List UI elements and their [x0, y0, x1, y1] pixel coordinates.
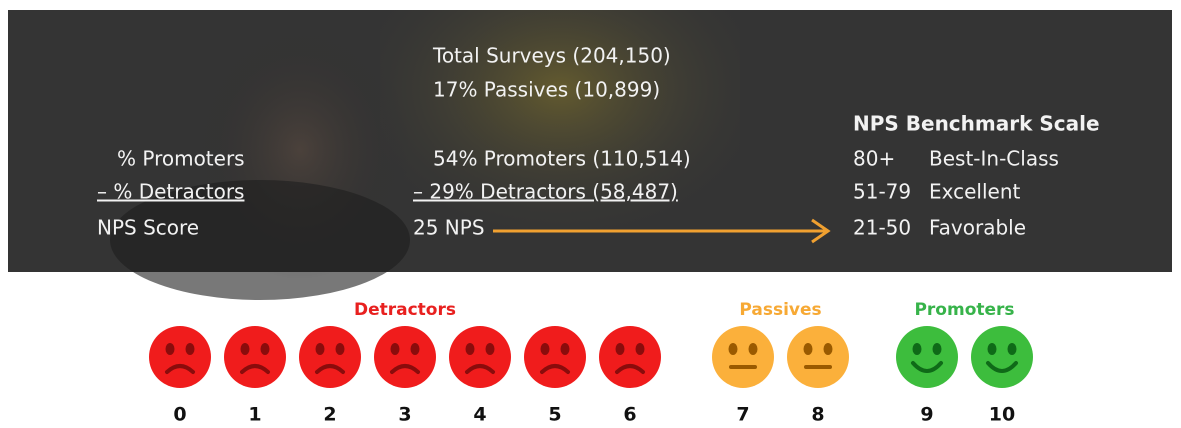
eye — [315, 343, 325, 355]
benchmark-label: Excellent — [929, 180, 1021, 204]
benchmark-rows: 80+ Best-In-Class 51-79 Excellent 21-50 Favor… — [853, 147, 1059, 240]
face — [449, 326, 511, 388]
face-icon — [896, 326, 958, 388]
benchmark-title: NPS Benchmark Scale — [853, 112, 1100, 136]
eye — [803, 343, 813, 355]
score-label: 5 — [548, 404, 561, 426]
face-icon — [224, 326, 286, 388]
mouth — [390, 364, 420, 374]
background-glow — [380, 10, 740, 272]
mouth — [615, 364, 645, 374]
eye — [615, 343, 625, 355]
eye — [823, 343, 833, 355]
benchmark-range: 80+ — [853, 147, 895, 171]
score-label: 2 — [323, 404, 336, 426]
nps-summary: 25 NPS — [413, 216, 485, 240]
face — [712, 326, 774, 388]
eye — [485, 343, 495, 355]
face-icon — [149, 326, 211, 388]
score-label: 1 — [248, 404, 261, 426]
arrow-head — [811, 218, 831, 244]
passives-summary: 17% Passives (10,899) — [433, 78, 660, 102]
face — [971, 326, 1033, 388]
face — [224, 326, 286, 388]
formula-line: – % Detractors — [97, 180, 244, 204]
formula-line: % Promoters — [117, 147, 245, 171]
face-icon — [712, 326, 774, 388]
score-label: 10 — [989, 404, 1015, 426]
promoters-summary: 54% Promoters (110,514) — [433, 147, 691, 171]
group-label: Passives — [739, 300, 821, 320]
face-icon — [449, 326, 511, 388]
eye — [932, 343, 942, 355]
face-icon — [787, 326, 849, 388]
score-label: 6 — [623, 404, 636, 426]
face — [299, 326, 361, 388]
face-icon — [599, 326, 661, 388]
benchmark-label: Favorable — [929, 216, 1026, 240]
benchmark-range: 51-79 — [853, 180, 911, 204]
score-label: 4 — [473, 404, 486, 426]
mouth — [986, 361, 1018, 373]
face — [599, 326, 661, 388]
face-icon — [299, 326, 361, 388]
score-scale: Detractors 0 1 2 3 4 5 6 Passives 7 8 Promoters 9 10 — [149, 300, 1033, 426]
eye — [240, 343, 250, 355]
formula-line: NPS Score — [97, 216, 199, 240]
group-label: Detractors — [354, 300, 456, 320]
mouth — [165, 364, 195, 374]
eye — [185, 343, 195, 355]
score-label: 9 — [920, 404, 933, 426]
eye — [390, 343, 400, 355]
eye — [335, 343, 345, 355]
face — [149, 326, 211, 388]
benchmark-label: Best-In-Class — [929, 147, 1059, 171]
group-label: Promoters — [914, 300, 1014, 320]
eye — [465, 343, 475, 355]
eye — [912, 343, 922, 355]
eye — [165, 343, 175, 355]
header-panel — [8, 10, 1172, 300]
eye — [260, 343, 270, 355]
score-label: 0 — [173, 404, 186, 426]
mouth — [911, 361, 943, 373]
eye — [540, 343, 550, 355]
eye — [1007, 343, 1017, 355]
mouth — [465, 364, 495, 374]
arrow — [493, 218, 831, 244]
eye — [728, 343, 738, 355]
score-label: 7 — [736, 404, 749, 426]
eye — [987, 343, 997, 355]
total-surveys: Total Surveys (204,150) — [432, 44, 671, 68]
eye — [748, 343, 758, 355]
face-icon — [524, 326, 586, 388]
mouth — [240, 364, 270, 374]
eye — [635, 343, 645, 355]
score-label: 8 — [811, 404, 824, 426]
benchmark-range: 21-50 — [853, 216, 911, 240]
face-icon — [971, 326, 1033, 388]
mouth — [315, 364, 345, 374]
eye — [410, 343, 420, 355]
face — [524, 326, 586, 388]
face — [896, 326, 958, 388]
score-label: 3 — [398, 404, 411, 426]
mouth — [540, 364, 570, 374]
background-shadow — [110, 180, 410, 300]
face — [374, 326, 436, 388]
face — [787, 326, 849, 388]
eye — [560, 343, 570, 355]
detractors-summary: – 29% Detractors (58,487) — [413, 180, 678, 204]
face-icon — [374, 326, 436, 388]
